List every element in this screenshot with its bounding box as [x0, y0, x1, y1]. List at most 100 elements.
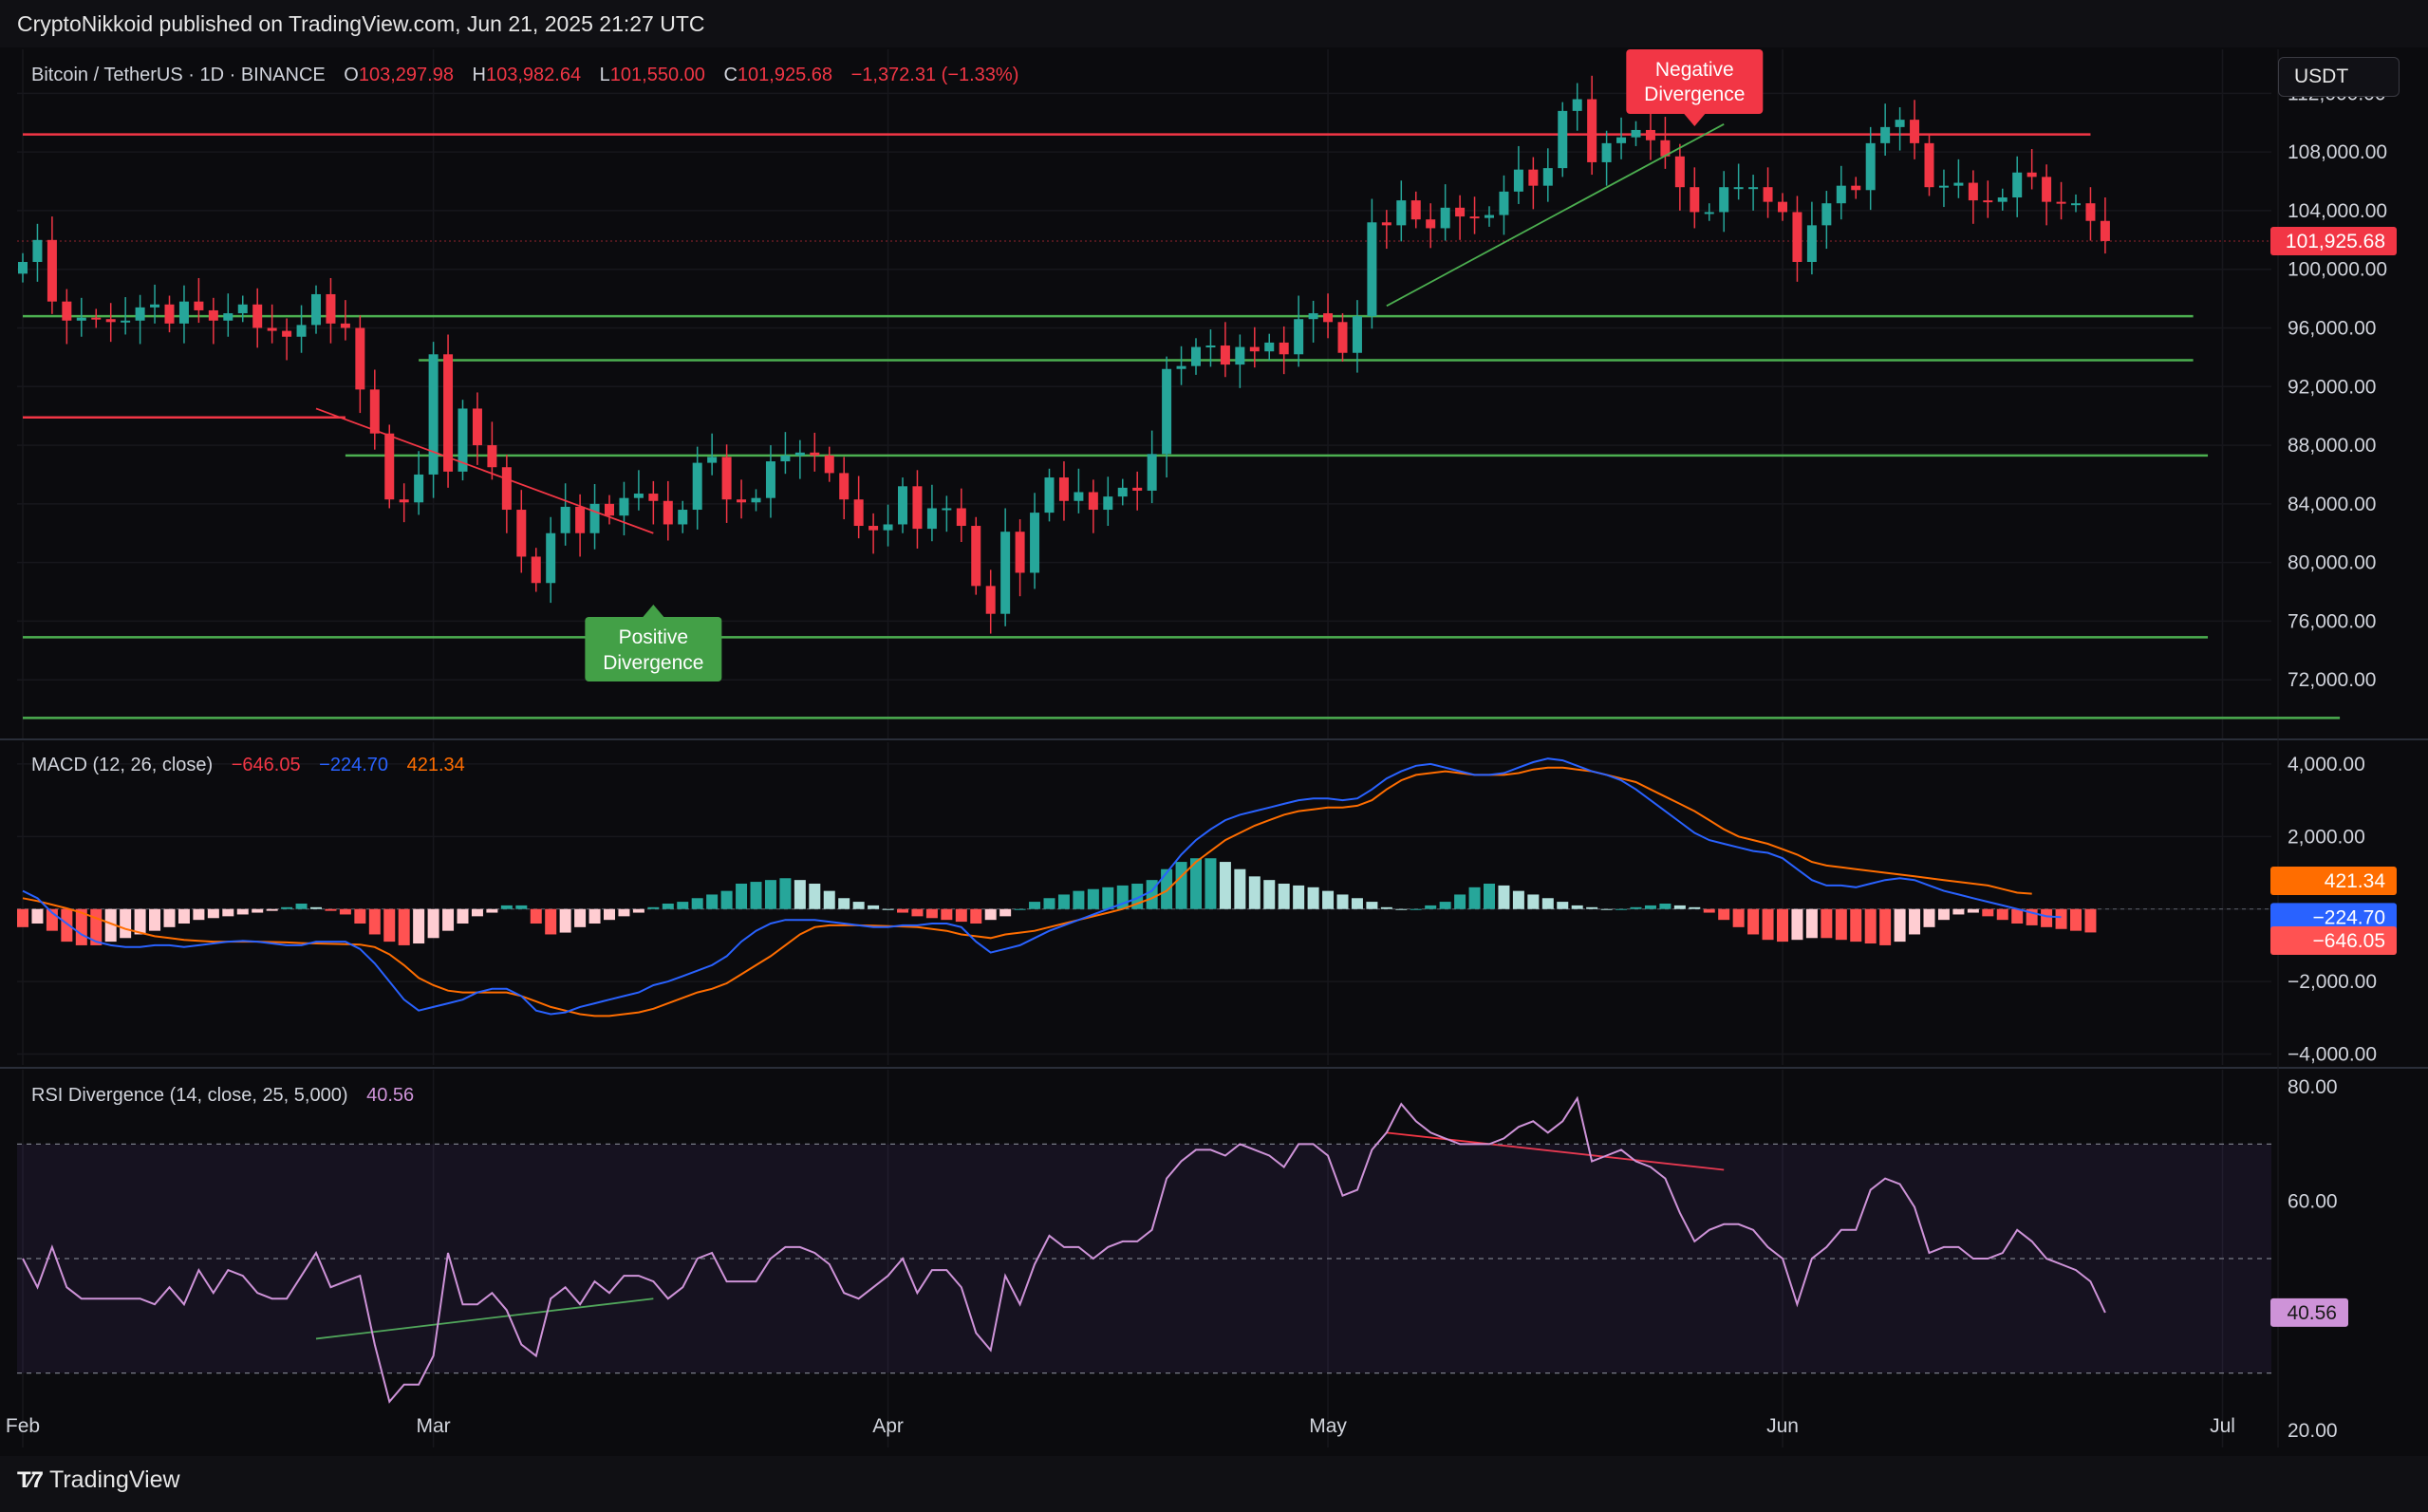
macd-histogram-bar — [1982, 908, 1994, 917]
macd-histogram-bar — [354, 908, 366, 924]
price-tick-label: 72,000.00 — [2288, 669, 2376, 691]
candle-body — [355, 327, 365, 390]
macd-name: MACD (12, 26, close) — [31, 755, 214, 775]
close-label: C — [723, 65, 738, 85]
date-tick-label: May — [1309, 1415, 1347, 1437]
candle-body — [678, 510, 688, 525]
macd-histogram-bar — [427, 908, 439, 939]
candle-body — [150, 304, 160, 308]
price-tick-label: 88,000.00 — [2288, 435, 2376, 457]
macd-histogram-bar — [61, 908, 73, 943]
price-trendline — [1386, 122, 1725, 308]
pane-borders — [0, 49, 2428, 1447]
macd-histogram-bar — [177, 908, 190, 924]
macd-histogram-bar — [1805, 908, 1818, 939]
macd-histogram-bar — [1322, 890, 1335, 909]
high-label: H — [472, 65, 486, 85]
macd-histogram-bar — [1102, 887, 1114, 909]
footer-bar — [0, 1456, 2428, 1512]
macd-histogram-bar — [2070, 908, 2082, 931]
macd-histogram-bar — [809, 883, 821, 909]
candle-body — [1279, 342, 1289, 355]
candle-body — [956, 508, 966, 527]
candle-body — [1440, 207, 1450, 229]
candle-body — [1836, 185, 1846, 204]
candle-body — [1485, 215, 1494, 218]
macd-histogram-bar — [1747, 908, 1760, 935]
candle-body — [1997, 197, 2008, 202]
candle-body — [311, 293, 321, 326]
macd-signal-value: 421.34 — [406, 755, 465, 775]
macd-histogram-bar — [1835, 908, 1847, 941]
macd-histogram-bar — [1043, 898, 1055, 909]
macd-histogram-bar — [1380, 906, 1392, 909]
candle-body — [1352, 316, 1362, 353]
candle-body — [2100, 220, 2110, 241]
macd-histogram-bar — [2084, 908, 2097, 933]
macd-signal-badge: 421.34 — [2325, 870, 2386, 892]
macd-histogram-bar — [1909, 908, 1921, 935]
macd-histogram-bar — [868, 905, 880, 909]
macd-histogram-bar — [1234, 868, 1246, 909]
macd-line-badge-bg — [2270, 903, 2397, 932]
tradingview-brand[interactable]: T⁄7 TradingView — [17, 1466, 180, 1494]
candle-body — [1455, 207, 1466, 217]
macd-tick-label: 4,000.00 — [2288, 754, 2365, 775]
candle-body — [1778, 201, 1787, 213]
currency-button[interactable]: USDT — [2278, 57, 2400, 97]
candle-body — [1690, 187, 1700, 213]
candle-body — [531, 556, 541, 584]
candle-body — [194, 301, 204, 310]
candle-body — [1044, 477, 1055, 513]
macd-histogram-bar — [1073, 890, 1085, 909]
macd-histogram-bar — [1029, 902, 1041, 909]
macd-histogram-bar — [1205, 858, 1217, 909]
macd-histogram-bar — [17, 908, 28, 927]
macd-histogram-bar — [90, 908, 103, 945]
candle-body — [1983, 200, 1993, 203]
candle-body — [1426, 219, 1436, 229]
last-price-badge-bg — [2270, 226, 2397, 255]
macd-histogram-bar — [1263, 880, 1276, 909]
candle-body — [985, 586, 996, 614]
macd-histogram-bar — [662, 904, 674, 909]
date-tick-label: Jun — [1766, 1415, 1799, 1437]
candle-body — [1601, 142, 1612, 162]
candle-body — [2056, 201, 2066, 204]
macd-histogram-bar — [1659, 904, 1672, 909]
macd-histogram-bar — [823, 890, 835, 909]
rsi-last-badge-bg — [2270, 1297, 2348, 1327]
candle-body — [692, 462, 702, 511]
candle-body — [178, 301, 189, 324]
macd-histogram-bar — [1484, 883, 1495, 909]
macd-histogram-bar — [207, 908, 219, 919]
candle-body — [1865, 142, 1876, 191]
candle-body — [1176, 365, 1186, 369]
macd-histogram-bar — [897, 908, 908, 913]
candle-body — [1205, 345, 1216, 348]
candle-body — [1880, 126, 1891, 143]
negative-divergence-pointer — [1684, 114, 1706, 126]
macd-histogram-bar — [1248, 876, 1261, 909]
publisher-info: CryptoNikkoid published on TradingView.c… — [17, 11, 705, 36]
negative-divergence-label: Divergence — [1644, 84, 1745, 105]
positive-divergence-box — [585, 617, 722, 681]
candle-body — [1558, 110, 1568, 169]
macd-histogram-bar — [1718, 908, 1730, 921]
rsi-last-badge: 40.56 — [2287, 1302, 2337, 1324]
macd-pane — [17, 757, 2271, 1017]
price-tick-label: 96,000.00 — [2288, 317, 2376, 339]
price-tick-label: 80,000.00 — [2288, 552, 2376, 574]
candle-body — [1631, 129, 1641, 138]
candle-body — [252, 304, 263, 328]
negative-divergence-label: Negative — [1655, 59, 1734, 81]
macd-histogram-bar — [295, 904, 308, 909]
macd-histogram-bar — [941, 908, 953, 921]
rsi-band-fill — [17, 1144, 2271, 1373]
macd-histogram-bar — [1146, 880, 1158, 909]
candle-body — [32, 239, 43, 262]
date-tick-label: Jul — [2210, 1415, 2235, 1437]
macd-histogram-bar — [764, 880, 776, 909]
macd-histogram-bar — [1937, 908, 1950, 921]
